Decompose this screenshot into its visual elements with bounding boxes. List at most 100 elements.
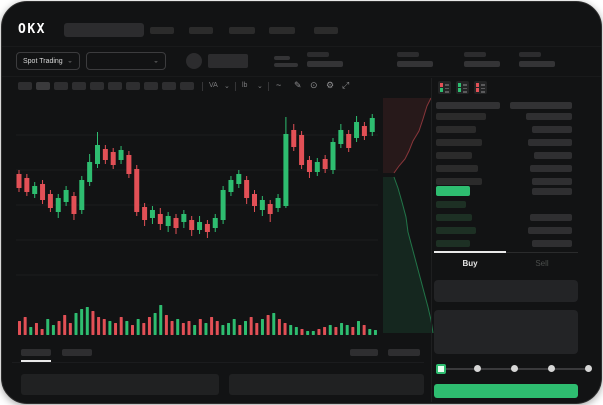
ask-amount[interactable] [530,165,572,172]
slider-handle[interactable] [436,364,446,374]
toggle-glyph [463,91,467,93]
interval-pill[interactable] [108,82,122,90]
draw-icon[interactable]: ✎ [294,80,302,90]
toggle-glyph [458,88,461,92]
stat-value [464,61,500,67]
ask-price[interactable] [436,165,478,172]
ask-amount[interactable] [532,178,572,185]
nav-item[interactable] [229,27,255,34]
interval-pill[interactable] [54,82,68,90]
interval-pill[interactable] [90,82,104,90]
ask-amount[interactable] [526,113,572,120]
line-tool-icon[interactable]: ~ [276,80,282,90]
bottom-action[interactable] [350,349,378,356]
ob-col-header [510,102,572,109]
book-asks-toggle[interactable] [474,81,487,94]
ask-price[interactable] [436,113,486,120]
amount-input[interactable] [434,310,578,354]
ask-price[interactable] [436,126,476,133]
bid-amount[interactable] [528,227,572,234]
okx-logo: OKX [18,22,46,37]
nav-item[interactable] [314,27,338,34]
book-bids-toggle[interactable] [456,81,469,94]
bid-amount[interactable] [532,240,572,247]
bid-price[interactable] [436,227,476,234]
settings-icon[interactable]: ⚙ [326,80,335,90]
chart-style-dropdown[interactable]: lb [242,82,248,89]
chevron-down-icon: ⌄ [153,58,159,65]
bottom-action[interactable] [388,349,420,356]
last-price-badge[interactable] [436,186,470,196]
chevron-down-icon: ⌄ [257,83,263,90]
ask-amount[interactable] [528,139,572,146]
layout-toggle[interactable] [274,56,290,60]
tabbar-divider [434,252,578,253]
panel-divider [431,78,432,402]
price-input[interactable] [434,280,578,302]
toggle-glyph [445,84,449,86]
toggle-glyph [440,83,443,87]
interval-pill[interactable] [162,82,176,90]
ask-amount[interactable] [534,152,572,159]
market-type-dropdown[interactable]: Spot Trading ⌄ [16,52,80,70]
bid-price[interactable] [436,240,470,247]
ask-price[interactable] [436,178,482,185]
stat-value [397,61,433,67]
pair-name-placeholder [208,54,248,68]
nav-item[interactable] [269,27,295,34]
tab-sell[interactable]: Sell [535,259,549,268]
slider-stop[interactable] [511,365,518,372]
slider-stop[interactable] [585,365,592,372]
stat-label [464,52,486,57]
bottom-tabs-divider [12,362,424,363]
toggle-glyph [476,83,479,87]
interval-pill[interactable] [144,82,158,90]
stat-label [519,52,541,57]
interval-pill[interactable] [18,82,32,90]
chevron-down-icon: ⌄ [224,83,230,90]
pair-dropdown[interactable]: ⌄ [86,52,166,70]
ask-price[interactable] [436,152,472,159]
bottom-panel [229,374,424,395]
search-input[interactable] [64,23,144,37]
toolbar-divider [235,82,236,91]
bottom-tab[interactable] [21,349,51,356]
toggle-glyph [440,88,443,92]
bid-price[interactable] [436,214,472,221]
header-divider [2,46,601,47]
fullscreen-icon[interactable]: ⤢ [342,80,350,90]
bottom-tab-indicator [21,360,51,362]
ask-amount[interactable] [532,126,572,133]
toggle-glyph [445,91,449,93]
layout-toggle-line[interactable] [274,63,298,67]
toggle-glyph [445,87,449,89]
nav-item[interactable] [189,27,213,34]
toggle-glyph [463,84,467,86]
bottom-panel [21,374,219,395]
tab-buy[interactable]: Buy [462,259,478,268]
slider-stop[interactable] [474,365,481,372]
interval-pill[interactable] [36,82,50,90]
interval-pill[interactable] [126,82,140,90]
slider-stop[interactable] [548,365,555,372]
indicator-dropdown[interactable]: VA [209,82,218,89]
ask-price[interactable] [436,139,482,146]
stat-value [307,61,343,67]
toggle-glyph [481,91,485,93]
bid-amount[interactable] [530,214,572,221]
toggle-glyph [481,84,485,86]
buy-submit-button[interactable] [434,384,578,398]
toggle-glyph [463,87,467,89]
toggle-glyph [476,88,479,92]
camera-icon[interactable]: ⊙ [310,80,318,90]
stat-label [307,52,329,57]
interval-pill[interactable] [180,82,194,90]
book-combined-toggle[interactable] [438,81,451,94]
mid-amount [532,188,572,195]
toggle-glyph [481,87,485,89]
nav-item[interactable] [150,27,174,34]
bottom-tab[interactable] [62,349,92,356]
bid-price[interactable] [436,201,466,208]
interval-pill[interactable] [72,82,86,90]
